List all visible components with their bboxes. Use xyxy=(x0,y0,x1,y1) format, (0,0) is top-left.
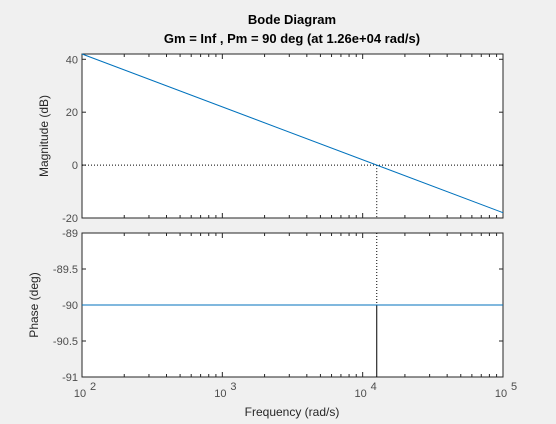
x-tick-label-exponent: 3 xyxy=(230,381,236,393)
y-tick-label: -89.5 xyxy=(53,264,78,276)
x-tick-label: 10 xyxy=(495,388,507,400)
y-tick-label: -90.5 xyxy=(53,336,78,348)
phase-axes: -89 -89.5 -90 -90.5 -91 xyxy=(53,228,504,384)
x-tick-label: 10 xyxy=(355,388,367,400)
plot-area xyxy=(81,53,504,219)
y-tick-label: -20 xyxy=(62,213,78,225)
x-tick-label: 10 xyxy=(214,388,226,400)
x-tick-label-exponent: 4 xyxy=(371,381,377,393)
magnitude-axes: 40 20 0 -20 xyxy=(62,53,504,225)
x-tick-label-exponent: 2 xyxy=(90,381,96,393)
x-axis-label: Frequency (rad/s) xyxy=(245,405,340,419)
chart-subtitle: Gm = Inf , Pm = 90 deg (at 1.26e+04 rad/… xyxy=(164,31,420,46)
y-tick-label: -90 xyxy=(62,300,78,312)
y-tick-label: -91 xyxy=(62,372,78,384)
y-tick-label: 20 xyxy=(66,107,78,119)
phase-ylabel: Phase (deg) xyxy=(27,272,41,337)
y-tick-label: 0 xyxy=(72,160,78,172)
x-tick-labels: 10 2 10 3 10 4 10 5 xyxy=(74,381,517,400)
y-tick-label: 40 xyxy=(66,54,78,66)
x-tick-label: 10 xyxy=(74,388,86,400)
y-tick-label: -89 xyxy=(62,228,78,240)
chart-title: Bode Diagram xyxy=(248,12,336,27)
magnitude-ylabel: Magnitude (dB) xyxy=(37,95,51,177)
magnitude-series-line xyxy=(81,53,504,214)
x-tick-label-exponent: 5 xyxy=(511,381,517,393)
